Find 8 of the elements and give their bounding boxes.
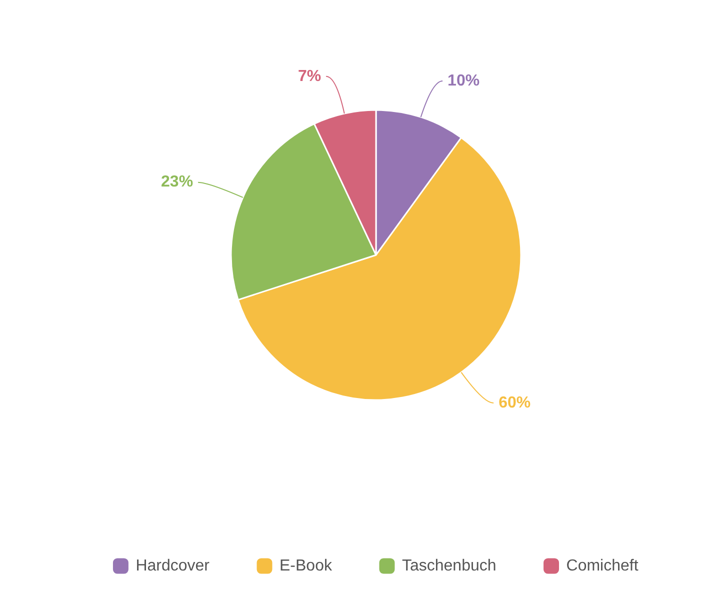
data-label: 10%	[448, 72, 480, 90]
legend-label: Hardcover	[136, 557, 210, 574]
data-label: 60%	[498, 394, 531, 412]
legend-label: Taschenbuch	[402, 557, 496, 574]
legend-label: E-Book	[280, 557, 333, 574]
data-label: 7%	[298, 68, 322, 85]
legend-label: Comicheft	[566, 557, 639, 574]
data-label: 23%	[161, 174, 194, 191]
